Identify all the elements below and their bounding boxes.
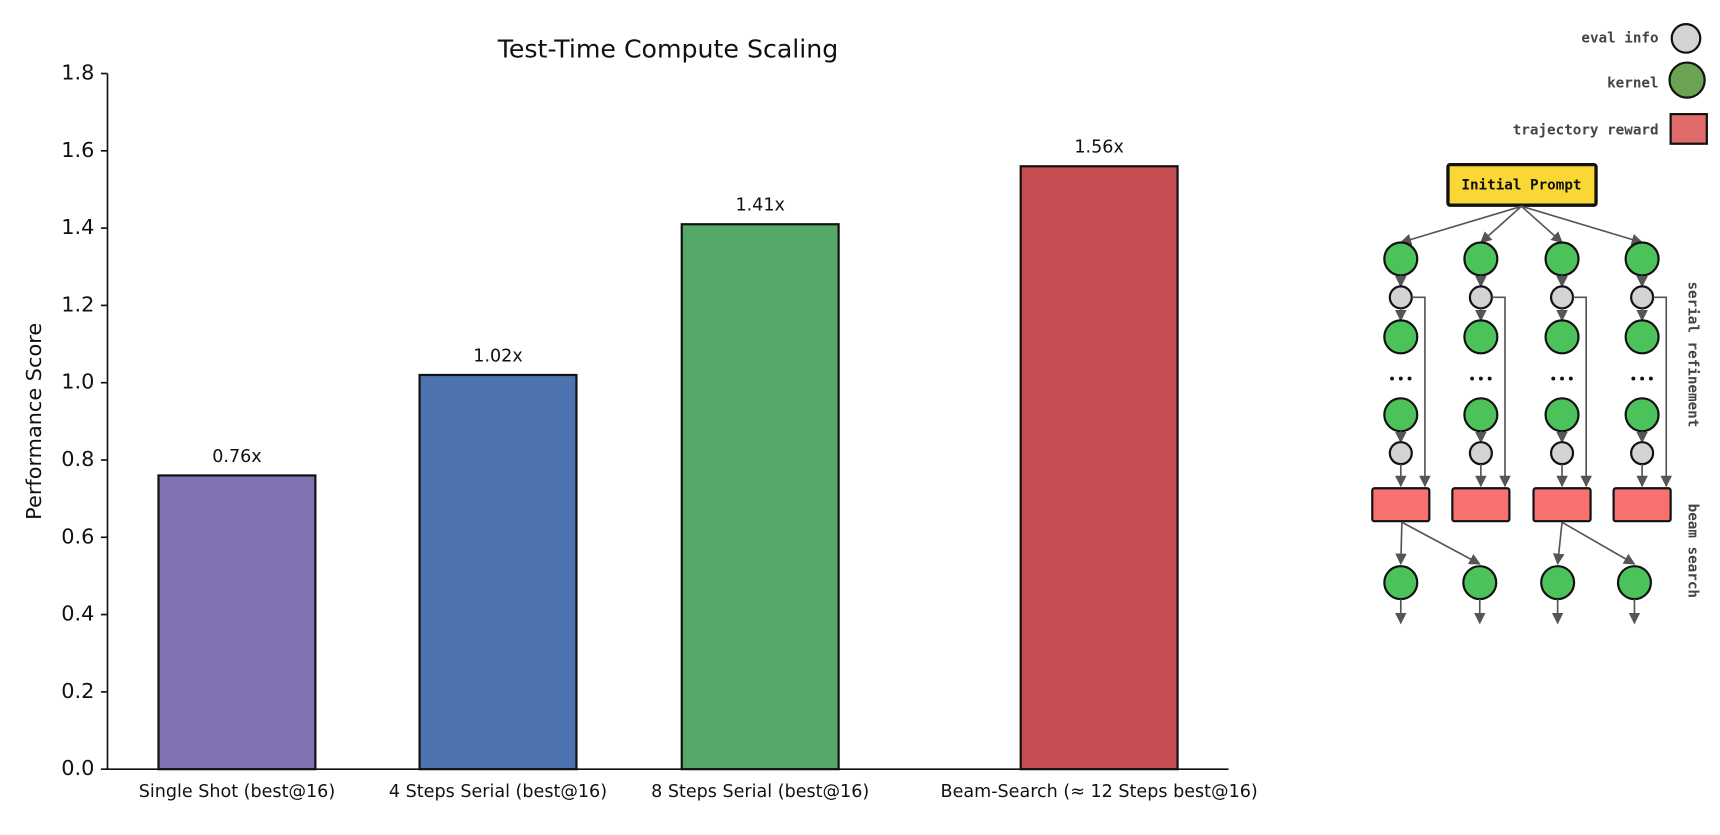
- legend-label: kernel: [1607, 75, 1658, 91]
- legend-eval: [1670, 23, 1702, 54]
- ellipsis-dot: [1407, 376, 1412, 381]
- legend-label: eval info: [1581, 30, 1658, 46]
- kernel-node: [1624, 241, 1660, 277]
- arrow: [1553, 522, 1565, 566]
- kernel-node: [1624, 397, 1660, 433]
- root-label: Initial Prompt: [1461, 177, 1581, 193]
- x-tick-label: Single Shot (best@16): [139, 782, 335, 802]
- skip-line: [1491, 296, 1511, 488]
- y-tick-label: 0.0: [61, 756, 94, 780]
- y-tick-label: 0.8: [61, 447, 94, 471]
- ellipsis-dot: [1568, 376, 1573, 381]
- kernel-node: [1463, 319, 1499, 355]
- skip-line: [1653, 296, 1673, 488]
- ellipsis-dot: [1631, 376, 1636, 381]
- x-tick-label: 4 Steps Serial (best@16): [389, 782, 607, 802]
- eval-node: [1468, 441, 1493, 466]
- side-label: beam search: [1685, 504, 1701, 598]
- arrow: [1401, 521, 1481, 565]
- kernel-node: [1383, 397, 1419, 433]
- arrow: [1480, 205, 1523, 244]
- kernel-node: [1463, 241, 1499, 277]
- legend-reward: [1669, 113, 1708, 145]
- y-tick-label: 1.6: [61, 138, 94, 162]
- ellipsis-dot: [1470, 376, 1475, 381]
- reward-box: [1532, 487, 1592, 523]
- arrow: [1520, 205, 1563, 244]
- legend-label: trajectory reward: [1513, 123, 1659, 139]
- skip-line: [1573, 296, 1592, 488]
- y-tick-label: 0.6: [61, 524, 94, 548]
- kernel-node: [1540, 565, 1576, 601]
- bar: [157, 474, 317, 771]
- y-tick-label: 0.4: [61, 602, 94, 626]
- chart-title: Test-Time Compute Scaling: [497, 34, 838, 63]
- eval-node: [1388, 441, 1413, 466]
- value-label: 1.41x: [735, 196, 784, 216]
- ellipsis-dot: [1640, 376, 1645, 381]
- y-tick-label: 0.2: [61, 679, 94, 703]
- bars: 0.0 0.2 0.4 0.6 0.8 1.0 1.2 1.4 1.6 1.8 0.76x Singl…: [61, 61, 1258, 803]
- diagram: eval info kernel trajectory reward Initial …: [1371, 23, 1708, 625]
- y-tick-label: 1.4: [61, 215, 94, 239]
- eval-node: [1549, 285, 1575, 310]
- root-box: [1446, 162, 1598, 207]
- value-label: 1.56x: [1074, 138, 1123, 158]
- ellipsis-dot: [1390, 376, 1394, 381]
- reward-box: [1612, 487, 1672, 523]
- x-tick-label: 8 Steps Serial (best@16): [651, 782, 869, 802]
- ellipsis-dot: [1398, 376, 1403, 381]
- bar: [680, 223, 840, 771]
- eval-node: [1388, 285, 1413, 310]
- kernel-node: [1383, 565, 1419, 601]
- legend-kernel: [1668, 61, 1706, 99]
- ellipsis-dot: [1478, 376, 1483, 381]
- y-tick-label: 1.8: [61, 61, 94, 85]
- value-label: 1.02x: [473, 346, 522, 366]
- ellipsis-dot: [1487, 376, 1492, 381]
- ellipsis-dot: [1648, 376, 1653, 381]
- bar: [418, 373, 578, 771]
- reward-box: [1371, 487, 1431, 523]
- arrow: [1561, 521, 1636, 565]
- kernel-node: [1544, 319, 1580, 355]
- kernel-node: [1544, 241, 1580, 277]
- ellipsis-dot: [1560, 376, 1565, 381]
- kernel-node: [1544, 397, 1580, 433]
- eval-node: [1549, 441, 1575, 466]
- kernel-node: [1383, 319, 1419, 355]
- y-tick-label: 1.0: [61, 370, 94, 394]
- arrow: [1395, 522, 1407, 566]
- y-tick-label: 1.2: [61, 292, 94, 316]
- ellipsis-dot: [1551, 376, 1556, 381]
- kernel-node: [1383, 241, 1419, 277]
- arrow: [1521, 205, 1644, 246]
- value-label: 0.76x: [212, 447, 261, 467]
- kernel-node: [1462, 565, 1498, 601]
- kernel-node: [1463, 397, 1499, 433]
- arrow: [1399, 205, 1522, 246]
- reward-box: [1451, 487, 1511, 523]
- kernel-node: [1624, 319, 1660, 355]
- bar: [1019, 165, 1179, 771]
- y-axis-label: Performance Score: [22, 323, 46, 520]
- side-label: serial refinement: [1685, 281, 1701, 427]
- eval-node: [1630, 285, 1655, 310]
- x-tick-label: Beam-Search (≈ 12 Steps best@16): [941, 782, 1258, 802]
- eval-node: [1630, 441, 1655, 466]
- eval-node: [1468, 285, 1493, 310]
- kernel-node: [1616, 565, 1652, 601]
- skip-line: [1411, 296, 1431, 488]
